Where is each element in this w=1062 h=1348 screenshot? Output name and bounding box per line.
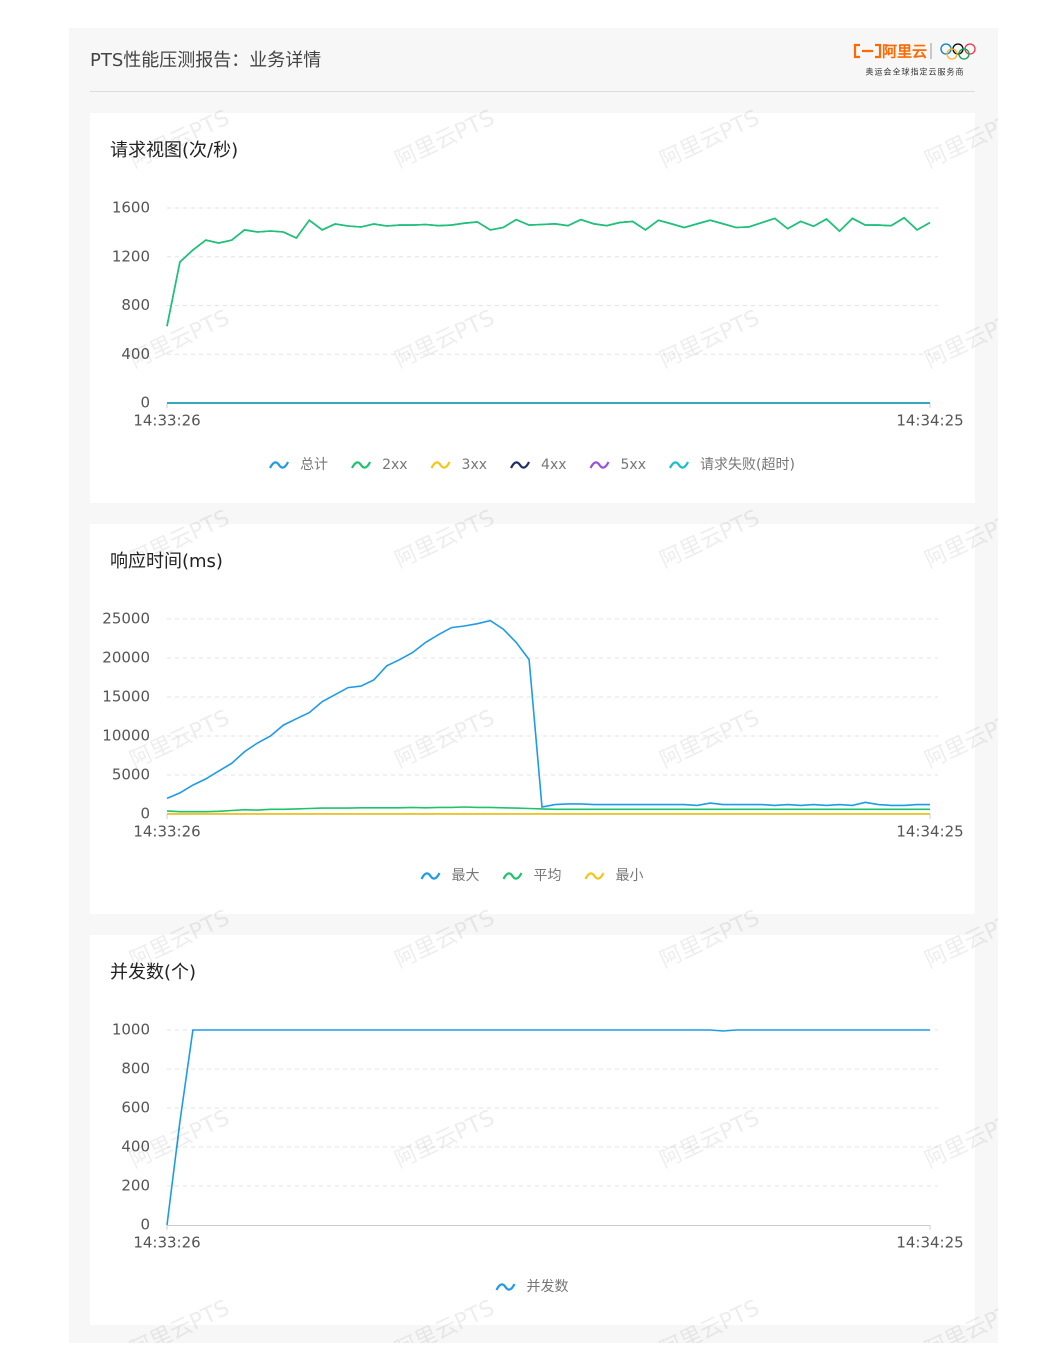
- x-tick-label: 14:33:26: [133, 412, 200, 430]
- legend-label: 2xx: [382, 457, 407, 473]
- y-tick-label: 0: [140, 1216, 150, 1234]
- legend: 总计 2xx 3xx 4xx 5xx 请求失败(超时): [269, 457, 795, 473]
- legend-item: 4xx: [510, 457, 567, 473]
- legend: 并发数: [495, 1279, 569, 1295]
- legend-label: 3xx: [462, 457, 487, 473]
- chart-card: 并发数(个) 0 200 400 600 800 1000 14:33:26 14:34:25 并…: [90, 935, 975, 1325]
- y-tick-label: 400: [121, 345, 150, 363]
- legend-icon: [430, 461, 451, 469]
- y-tick-label: 800: [121, 1060, 150, 1078]
- y-tick-label: 20000: [102, 649, 150, 667]
- legend-item: 总计: [269, 457, 328, 473]
- legend-icon: [510, 461, 531, 469]
- legend-item: 2xx: [351, 457, 408, 473]
- y-tick-label: 1200: [112, 247, 150, 265]
- legend-label: 最大: [452, 868, 480, 884]
- y-tick-label: 15000: [102, 688, 150, 706]
- legend-item: 最大: [420, 868, 480, 884]
- legend-label: 5xx: [621, 457, 646, 473]
- chart-card: 请求视图(次/秒) 0 400 800 1200 1600 14:33:26 14:34:25…: [90, 113, 975, 503]
- y-tick-label: 0: [140, 805, 150, 823]
- legend-item: 最小: [584, 868, 644, 884]
- logo-text: 阿里云: [882, 43, 927, 61]
- x-tick-label: 14:34:25: [896, 1234, 963, 1252]
- legend-item: 请求失败(超时): [669, 457, 795, 473]
- x-tick-label: 14:34:25: [896, 412, 963, 430]
- legend-item: 平均: [502, 868, 562, 884]
- y-tick-label: 800: [121, 296, 150, 314]
- legend-label: 最小: [616, 868, 644, 884]
- legend-label: 平均: [534, 868, 562, 884]
- logo-icon: [853, 43, 882, 59]
- legend-item: 5xx: [589, 457, 646, 473]
- x-tick-label: 14:34:25: [896, 823, 963, 841]
- legend-label: 请求失败(超时): [700, 457, 795, 473]
- legend-icon: [495, 1283, 516, 1291]
- y-tick-label: 10000: [102, 727, 150, 745]
- legend-icon: [502, 872, 523, 880]
- chart-card: 响应时间(ms) 0 5000 10000 15000 20000 25000 14:33:2…: [90, 524, 975, 914]
- legend-icon: [669, 461, 689, 469]
- x-tick-label: 14:33:26: [133, 1234, 200, 1252]
- legend-item: 3xx: [430, 457, 487, 473]
- legend-icon: [589, 461, 610, 469]
- y-tick-label: 5000: [112, 766, 150, 784]
- y-tick-label: 400: [121, 1138, 150, 1156]
- series-line: [166, 806, 930, 813]
- card-title: 并发数(个): [110, 962, 196, 983]
- series-line: [166, 619, 930, 808]
- series-line: [166, 216, 931, 327]
- y-tick-label: 0: [140, 394, 150, 412]
- y-tick-label: 1600: [112, 199, 150, 217]
- card-background: [90, 524, 975, 914]
- y-tick-label: 1000: [112, 1021, 150, 1039]
- logo: 阿里云 奥运会全球指定云服务商: [853, 43, 976, 77]
- legend-icon: [420, 872, 441, 880]
- legend-label: 4xx: [541, 457, 566, 473]
- legend-item: 并发数: [495, 1279, 569, 1295]
- y-tick-label: 600: [121, 1099, 150, 1117]
- report-title: PTS性能压测报告：业务详情: [90, 50, 321, 71]
- legend-icon: [351, 461, 372, 469]
- y-tick-label: 25000: [102, 610, 150, 628]
- series-line: [166, 1029, 930, 1226]
- x-tick-label: 14:33:26: [133, 823, 200, 841]
- card-background: [90, 935, 975, 1325]
- card-background: [90, 113, 975, 503]
- logo-subtitle: 奥运会全球指定云服务商: [866, 67, 965, 77]
- legend-label: 总计: [300, 457, 328, 473]
- card-title: 请求视图(次/秒): [110, 140, 238, 161]
- legend-icon: [584, 872, 605, 880]
- legend-label: 并发数: [527, 1279, 569, 1295]
- card-title: 响应时间(ms): [110, 551, 223, 572]
- olympic-rings: [940, 43, 976, 60]
- legend: 最大 平均 最小: [420, 868, 644, 884]
- y-tick-label: 200: [121, 1177, 150, 1195]
- legend-icon: [269, 461, 290, 469]
